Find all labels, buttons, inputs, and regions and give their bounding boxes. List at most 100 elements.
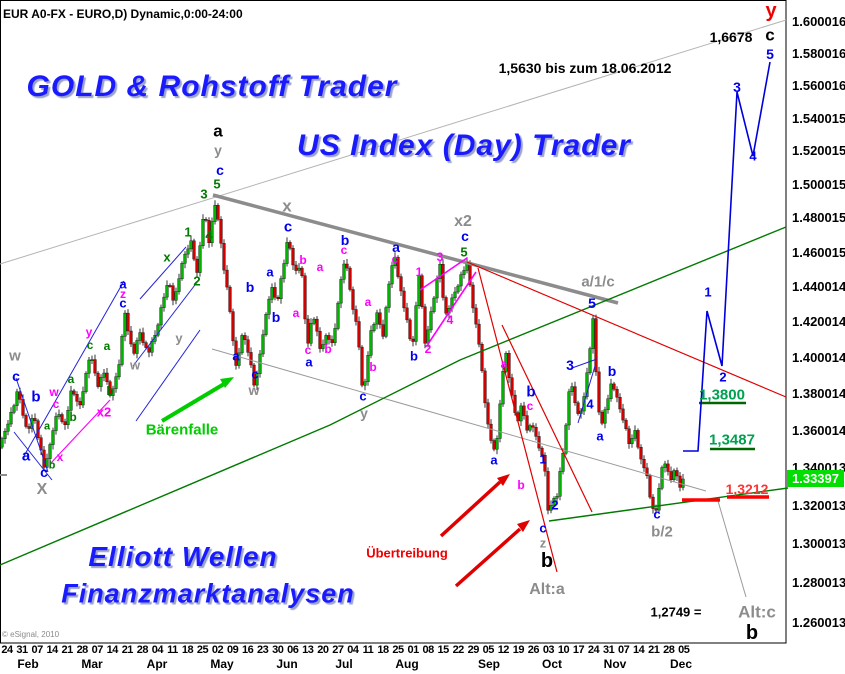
wave-label-Alt:a[interactable]: Alt:a — [529, 581, 565, 598]
wave-label-b[interactable]: b — [106, 384, 114, 398]
trendline-red-descending[interactable] — [466, 261, 787, 398]
wave-label-a[interactable]: a — [316, 260, 324, 274]
wave-label-c[interactable]: c — [86, 338, 94, 352]
branding-gold-rohstoff-trader[interactable]: GOLD & Rohstoff Trader — [26, 70, 398, 103]
wave-label-a[interactable]: a — [364, 295, 372, 309]
wave-label-1[interactable]: 1 — [704, 284, 712, 300]
wave-label-a[interactable]: a — [43, 420, 51, 433]
arrow-baerenfalle[interactable] — [160, 382, 226, 423]
wave-label-a/1/c[interactable]: a/1/c — [581, 273, 615, 291]
wave-label-c[interactable]: c — [304, 343, 312, 357]
trendline-blue-oct-2[interactable] — [577, 365, 596, 424]
wave-label-b[interactable]: b — [324, 342, 332, 356]
wave-label-w[interactable]: w — [129, 357, 141, 373]
wave-label-a[interactable]: a — [21, 447, 31, 465]
projection-blue-wave-path[interactable] — [683, 61, 771, 452]
trendline-magenta-aug-lower[interactable] — [427, 271, 477, 345]
trendline-red-channel-1[interactable] — [477, 267, 558, 573]
wave-label-z[interactable]: z — [120, 287, 126, 301]
trendline-blue-feb-1[interactable] — [15, 377, 49, 473]
trendline-gray-ascending[interactable] — [0, 19, 787, 265]
wave-label-c[interactable]: c — [12, 368, 20, 384]
wave-label-2[interactable]: 2 — [193, 273, 201, 289]
trendlines[interactable] — [0, 19, 789, 598]
wave-label-c[interactable]: c — [765, 25, 775, 45]
wave-label-c[interactable]: c — [251, 366, 259, 382]
trendline-gray-lows[interactable] — [211, 348, 707, 492]
trendline-gray-thick-descending[interactable] — [212, 193, 619, 305]
wave-label-c[interactable]: c — [52, 397, 60, 411]
wave-label-4[interactable]: 4 — [205, 227, 213, 243]
wave-label-4[interactable]: 4 — [749, 148, 757, 164]
target-1-3487[interactable]: 1,3487 — [709, 431, 755, 449]
wave-label-c[interactable]: c — [119, 295, 127, 311]
wave-label-a[interactable]: a — [119, 276, 127, 292]
trendline-green-support[interactable] — [0, 226, 787, 566]
trendline-blue-oct-1[interactable] — [571, 358, 598, 369]
trendline-blue-apr-lower[interactable] — [135, 329, 201, 422]
trendline-blue-mar[interactable] — [23, 280, 125, 457]
wave-label-b[interactable]: b — [540, 550, 554, 572]
wave-label-y[interactable]: y — [175, 330, 183, 346]
wave-label-c[interactable]: c — [216, 162, 224, 178]
branding-elliott-wellen[interactable]: Elliott Wellen — [88, 541, 278, 572]
wave-label-c[interactable]: c — [539, 520, 547, 536]
wave-label-a[interactable]: a — [490, 452, 498, 468]
arrow-uebertreibung-2[interactable] — [454, 527, 522, 588]
wave-label-w[interactable]: w — [49, 385, 59, 399]
wave-label-b[interactable]: b — [410, 348, 418, 364]
wave-label-3[interactable]: 3 — [436, 250, 444, 264]
wave-label-b[interactable]: b — [69, 410, 77, 424]
wave-label-a[interactable]: a — [232, 348, 240, 364]
wave-label-a[interactable]: a — [266, 264, 274, 280]
wave-label-3[interactable]: 3 — [733, 79, 741, 95]
wave-label-b[interactable]: b — [245, 279, 255, 295]
wave-label-b[interactable]: b — [299, 253, 307, 267]
wave-label-4[interactable]: 4 — [446, 313, 454, 327]
wave-label-y[interactable]: y — [765, 0, 777, 22]
annotation-uebertreibung[interactable]: Übertreibung — [366, 545, 448, 561]
wave-label-x2[interactable]: x2 — [96, 404, 112, 420]
wave-label-b[interactable]: b — [745, 622, 759, 644]
wave-label-b[interactable]: b — [369, 360, 377, 374]
wave-label-a[interactable]: a — [392, 239, 400, 255]
wave-label-b[interactable]: b — [340, 232, 350, 248]
wave-label-c[interactable]: c — [391, 252, 399, 266]
branding-finanzmarktanalysen[interactable]: Finanzmarktanalysen — [61, 578, 355, 609]
wave-label-b[interactable]: b — [31, 388, 41, 406]
trendline-blue-apr-upper[interactable] — [132, 280, 199, 367]
wave-label-c[interactable]: c — [340, 243, 348, 257]
trendline-green-b2[interactable] — [548, 487, 789, 522]
wave-label-5[interactable]: 5 — [588, 295, 596, 311]
wave-label-b[interactable]: b — [526, 383, 536, 401]
trendline-magenta-aug-upper[interactable] — [419, 257, 468, 291]
wave-label-2[interactable]: 2 — [551, 497, 559, 513]
wave-label-y[interactable]: y — [85, 325, 93, 339]
wave-label-1[interactable]: 1 — [184, 224, 192, 240]
trendline-gray-altc[interactable] — [717, 500, 747, 598]
wave-label-c[interactable]: c — [653, 506, 661, 522]
wave-label-2[interactable]: 2 — [719, 369, 727, 385]
wave-label-5[interactable]: 5 — [213, 176, 221, 192]
target-1-6678[interactable]: 1,6678 — [709, 29, 753, 45]
wave-label-2[interactable]: 2 — [424, 342, 432, 356]
wave-label-x2[interactable]: x2 — [454, 213, 472, 230]
target-1-5630[interactable]: 1,5630 bis zum 18.06.2012 — [498, 60, 672, 76]
wave-label-c[interactable]: c — [461, 228, 469, 244]
wave-label-y[interactable]: y — [360, 405, 368, 421]
wave-label-b[interactable]: b — [48, 459, 56, 472]
annotation-baerenfalle[interactable]: Bärenfalle — [145, 421, 219, 439]
wave-label-3[interactable]: 3 — [200, 186, 208, 202]
wave-label-c[interactable]: c — [40, 464, 48, 480]
branding-us-index-trader[interactable]: US Index (Day) Trader — [297, 129, 631, 162]
wave-label-b[interactable]: b — [517, 478, 525, 492]
arrow-uebertreibung-1[interactable] — [439, 480, 502, 538]
wave-label-1[interactable]: 1 — [539, 451, 547, 467]
wave-label-z[interactable]: z — [539, 535, 547, 551]
target-1-3212[interactable]: 1,3212 — [725, 481, 769, 497]
wave-label-1[interactable]: 1 — [415, 265, 423, 279]
wave-label-w[interactable]: w — [248, 382, 260, 398]
wave-label-Alt:c[interactable]: Alt:c — [738, 602, 776, 622]
wave-label-a[interactable]: a — [213, 121, 223, 141]
wave-label-3[interactable]: 3 — [566, 357, 574, 373]
